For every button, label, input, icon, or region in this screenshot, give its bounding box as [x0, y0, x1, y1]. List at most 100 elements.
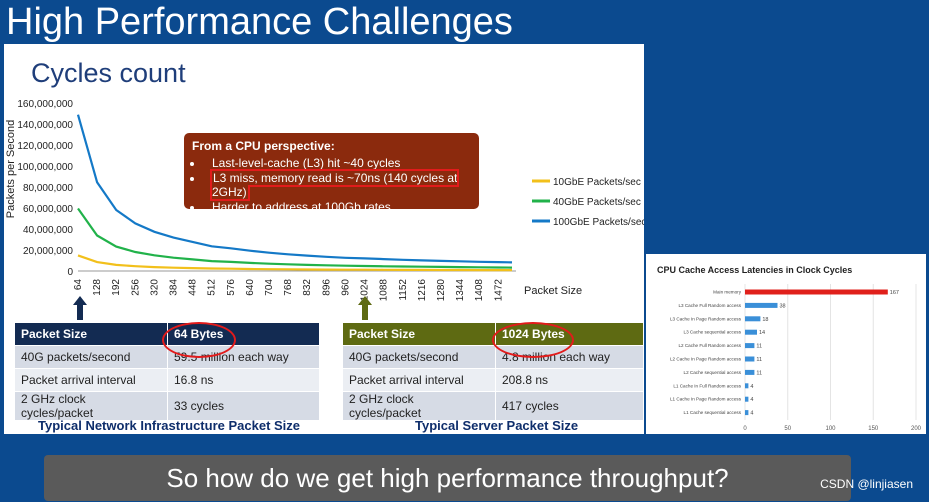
legend-label: 10GbE Packets/sec: [553, 177, 641, 188]
x-tick-label: 576: [226, 279, 237, 296]
bar-category-label: Main memory: [713, 290, 742, 295]
chart-title: Cycles count: [31, 58, 186, 88]
table-row: 2 GHz clock cycles/packet 33 cycles: [14, 391, 320, 421]
watermark: CSDN @linjiasen: [820, 477, 913, 491]
arrow-up-64-icon: [73, 296, 87, 320]
cache-latency-panel: CPU Cache Access Latencies in Clock Cycl…: [646, 254, 926, 434]
table-cell: 2 GHz clock cycles/packet: [14, 391, 168, 421]
bar: [745, 316, 761, 322]
x-tick-label: 384: [169, 279, 180, 296]
bar-value-label: 4: [750, 411, 753, 417]
bar-value-label: 167: [890, 290, 899, 296]
bar-category-label: L2 Cache Full Random access: [678, 343, 741, 348]
x-tick-label: 704: [264, 279, 275, 296]
bar: [745, 396, 749, 402]
x-tick-label: 0: [743, 426, 747, 432]
bar-category-label: L1 Cache In Page Random access: [670, 397, 742, 402]
y-tick-label: 40,000,000: [23, 225, 73, 236]
bar-value-label: 38: [779, 303, 785, 309]
y-tick-label: 80,000,000: [23, 183, 73, 194]
x-tick-label: 50: [784, 426, 791, 432]
bar-value-label: 18: [762, 317, 768, 323]
bar: [745, 302, 778, 308]
bar-category-label: L3 Cache sequential access: [684, 330, 742, 335]
bar: [745, 289, 888, 295]
x-tick-label: 64: [73, 279, 84, 291]
table-cell: 40G packets/second: [342, 345, 496, 369]
packets-per-second-chart: 0 20,000,000 40,000,000 60,000,000 80,000,00…: [5, 99, 644, 302]
table-row: 2 GHz clock cycles/packet 417 cycles: [342, 391, 644, 421]
table-row: Packet arrival interval 208.8 ns: [342, 368, 644, 392]
table-cell: 16.8 ns: [167, 368, 320, 392]
x-tick-label: 768: [283, 279, 294, 296]
bar-value-label: 4: [750, 397, 753, 403]
series-line: [76, 114, 513, 264]
bar: [745, 410, 749, 416]
table-row: 40G packets/second 4.8 million each way: [342, 345, 644, 369]
bar: [745, 356, 755, 362]
table-cell: Packet arrival interval: [14, 368, 168, 392]
x-tick-label: 128: [92, 279, 103, 296]
callout-highlight: L3 miss, memory read is ~70ns (140 cycle…: [209, 169, 460, 201]
y-tick-label: 100,000,000: [17, 162, 73, 173]
callout-item: Last-level-cache (L3) hit ~40 cycles: [204, 156, 471, 170]
bar-value-label: 14: [759, 330, 765, 336]
x-tick-label: 1024: [360, 279, 371, 302]
callout-heading: From a CPU perspective:: [192, 139, 335, 153]
y-tick-label: 160,000,000: [17, 99, 73, 110]
y-tick-label: 0: [67, 267, 73, 278]
bar-value-label: 11: [756, 344, 762, 350]
bar: [745, 329, 757, 335]
x-tick-label: 1344: [455, 279, 466, 302]
x-tick-label: 512: [207, 279, 218, 296]
table-header-cell: Packet Size: [342, 322, 496, 346]
x-tick-label: 200: [911, 426, 922, 432]
y-tick-label: 140,000,000: [17, 120, 73, 131]
cpu-perspective-callout: From a CPU perspective: Last-level-cache…: [184, 133, 479, 214]
x-tick-label: 192: [111, 279, 122, 296]
bar-category-label: L3 Cache Full Random access: [678, 303, 741, 308]
table-cell: 33 cycles: [167, 391, 320, 421]
table-header-cell: Packet Size: [14, 322, 168, 346]
series-line: [77, 207, 513, 269]
x-tick-label: 100: [825, 426, 836, 432]
table-cell: Packet arrival interval: [342, 368, 496, 392]
legend-label: 40GbE Packets/sec: [553, 197, 641, 208]
latency-chart-title: CPU Cache Access Latencies in Clock Cycl…: [657, 265, 853, 275]
table-cell: 208.8 ns: [495, 368, 644, 392]
x-tick-label: 448: [188, 279, 199, 296]
legend-label: 100GbE Packets/sec: [553, 217, 644, 228]
x-tick-label: 832: [302, 279, 313, 296]
series-line: [77, 254, 512, 272]
table-caption: Typical Network Infrastructure Packet Si…: [38, 418, 301, 433]
bar-category-label: L2 Cache sequential access: [684, 370, 742, 375]
table-cell: 2 GHz clock cycles/packet: [342, 391, 496, 421]
x-tick-label: 1216: [417, 279, 428, 302]
y-tick-label: 60,000,000: [23, 204, 73, 215]
bar-category-label: L3 Cache In Page Random access: [670, 316, 742, 321]
bar-category-label: L2 Cache In Page Random access: [670, 357, 742, 362]
main-content-panel: Cycles count 0 20,000,000 40,000,000 60,000…: [4, 44, 644, 434]
x-tick-label: 1472: [493, 279, 504, 302]
highlight-circle: [162, 322, 236, 358]
bar-value-label: 4: [750, 384, 753, 390]
bar-category-label: L1 Cache sequential access: [684, 410, 742, 415]
y-tick-label: 120,000,000: [17, 141, 73, 152]
y-tick-label: 20,000,000: [23, 246, 73, 257]
bar-value-label: 11: [756, 370, 762, 376]
x-tick-label: 320: [149, 279, 160, 296]
y-axis-label: Packets per Second: [5, 120, 17, 218]
x-tick-label: 1408: [474, 279, 485, 302]
x-tick-label: 1152: [398, 279, 409, 301]
bar: [745, 343, 755, 349]
x-tick-label: 256: [130, 279, 141, 296]
table-row: Packet arrival interval 16.8 ns: [14, 368, 320, 392]
question-banner: So how do we get high performance throug…: [44, 455, 851, 501]
x-tick-label: 1280: [436, 279, 447, 302]
x-tick-label: 150: [868, 426, 879, 432]
bar: [745, 383, 749, 389]
x-tick-label: 640: [245, 279, 256, 296]
x-tick-label: 896: [321, 279, 332, 296]
arrow-up-1024-icon: [358, 296, 372, 320]
callout-item: Harder to address at 100Gb rates: [204, 200, 471, 214]
